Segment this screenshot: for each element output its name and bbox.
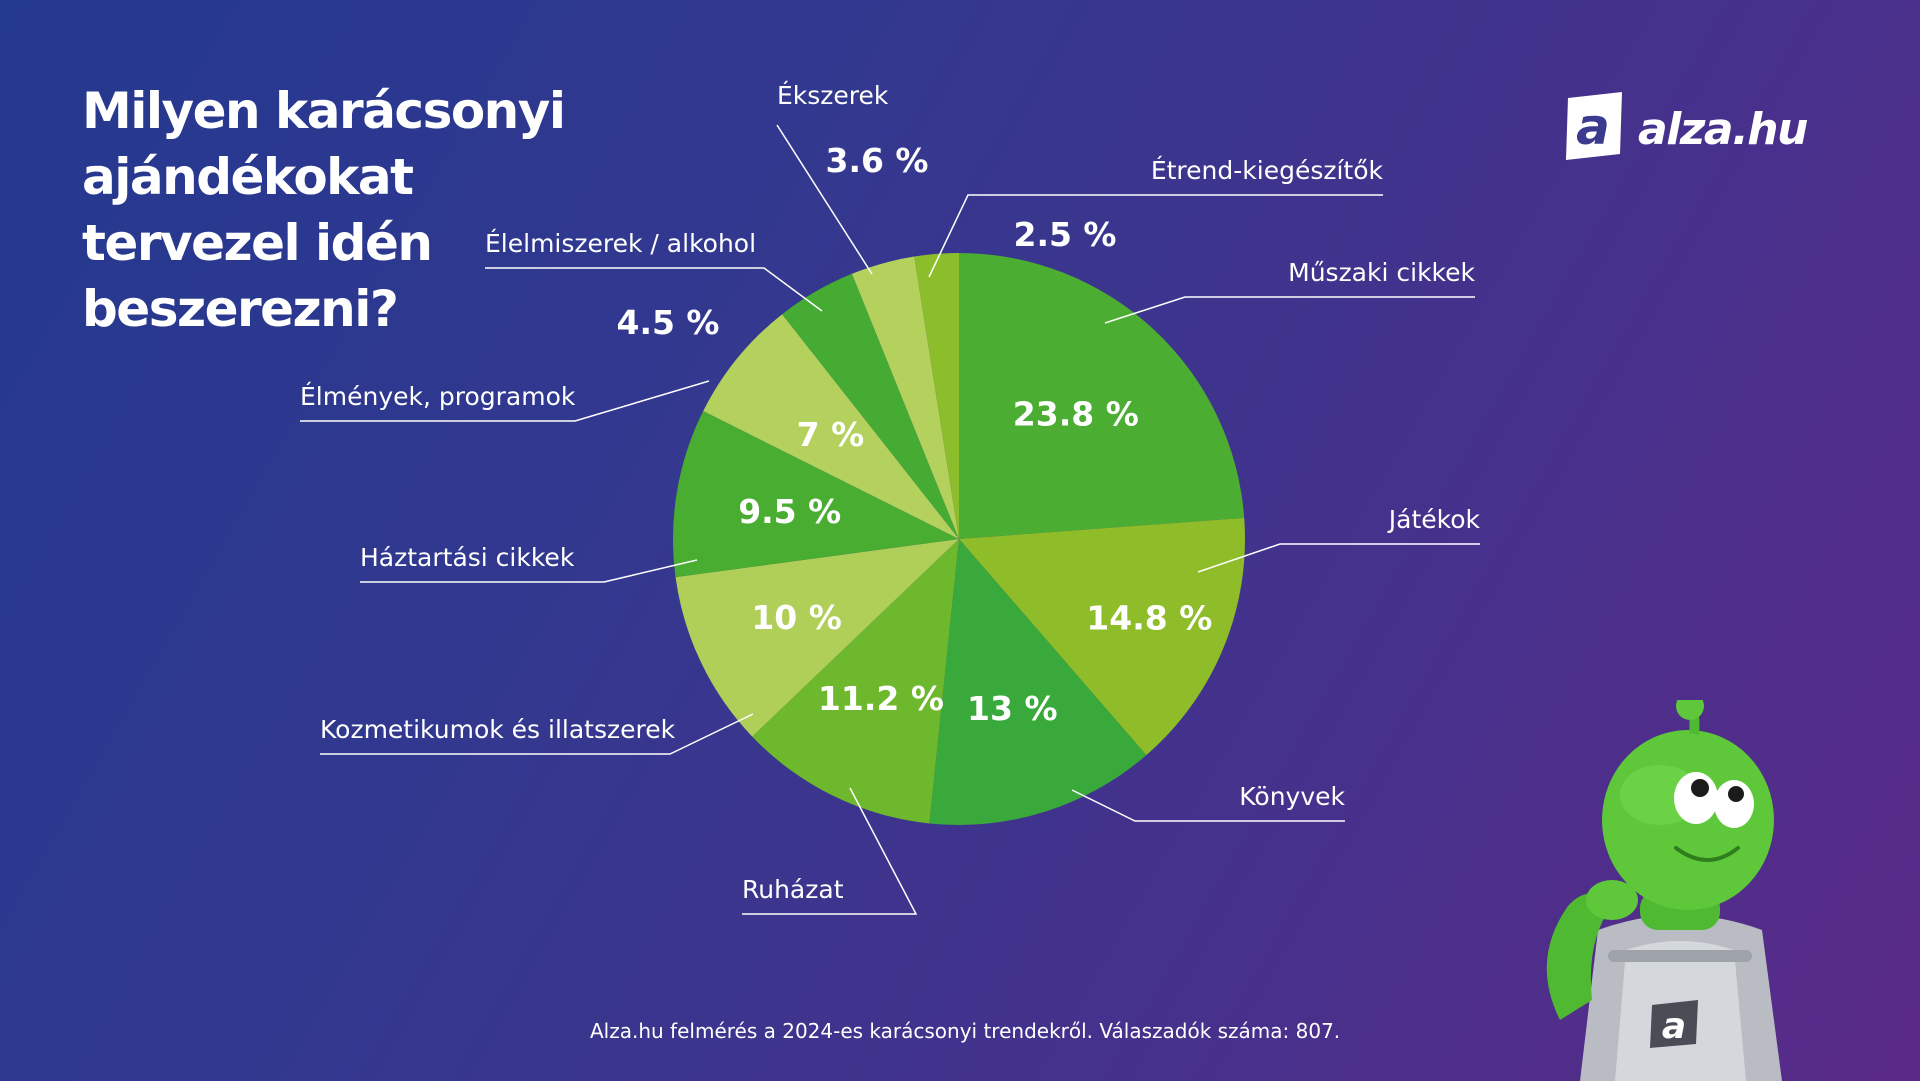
survey-footnote: Alza.hu felmérés a 2024-es karácsonyi tr… [590,1019,1341,1043]
pie-slices [673,253,1246,825]
leader-line-5 [320,713,754,755]
logo-mark-letter: a [1576,98,1610,156]
title-line-4: beszerezni? [82,280,399,338]
category-label-6: Háztartási cikkek [360,543,575,572]
alza-alien-mascot-icon: a [1546,700,1782,1081]
category-label-7: Élmények, programok [300,382,576,411]
pct-label-5: 10 % [751,598,841,637]
pie-slice-7 [703,314,959,539]
category-label-2: Játékok [1387,505,1481,534]
category-label-1: Műszaki cikkek [1288,258,1475,287]
category-label-5: Kozmetikumok és illatszerek [320,715,676,744]
pie-slice-8 [782,273,959,539]
category-label-4: Ruházat [742,875,844,904]
leader-line-7 [300,380,710,422]
pie-slice-1 [959,253,1245,539]
title-line-2: ajándékokat [82,148,414,206]
leader-line-2 [1197,543,1480,573]
pct-label-7: 7 % [797,415,865,454]
leader-line-4 [742,787,918,915]
svg-text:a: a [1662,1006,1686,1047]
pie-slice-4 [752,539,959,824]
title-line-3: tervezel idén [82,214,433,272]
alza-logo-mark-icon: a [1566,92,1622,160]
leader-line-1 [1104,296,1475,324]
category-labels: Műszaki cikkek Játékok Könyvek Ruházat Kozme… [300,81,1481,904]
leader-line-9 [776,124,873,275]
leader-line-8 [485,267,823,312]
percentage-labels: 23.8 % 14.8 % 13 % 11.2 % 10 % 9.5 % 7 % 4.5 % 3… [616,141,1212,728]
logo-brand-text: alza.hu [1638,104,1808,155]
pie-slice-5 [675,539,959,737]
leader-line-10 [928,194,1383,278]
leader-lines [300,124,1480,915]
pct-label-8: 4.5 % [616,303,719,342]
pct-label-1: 23.8 % [1013,394,1139,433]
category-label-10: Étrend-kiegészítők [1151,156,1384,185]
pie-slice-6 [673,411,959,578]
alza-logo[interactable]: a alza.hu [1562,92,1822,172]
pie-slice-9 [851,256,959,539]
pct-label-2: 14.8 % [1086,599,1212,638]
category-label-9: Ékszerek [777,81,889,110]
pie-slice-3 [929,539,1147,825]
pie-slice-2 [959,517,1246,756]
leader-line-3 [1071,789,1345,822]
pct-label-9: 3.6 % [825,141,928,180]
title-line-1: Milyen karácsonyi [82,82,566,140]
pct-label-4: 11.2 % [818,679,944,718]
category-label-3: Könyvek [1239,782,1345,811]
chart-title: Milyen karácsonyi ajándékokat tervezel i… [82,78,602,342]
leader-line-6 [360,559,698,583]
pct-label-3: 13 % [967,689,1057,728]
pct-label-6: 9.5 % [738,492,841,531]
pct-label-10: 2.5 % [1013,215,1116,254]
category-label-8: Élelmiszerek / alkohol [485,229,756,258]
pie-slice-10 [914,253,959,539]
